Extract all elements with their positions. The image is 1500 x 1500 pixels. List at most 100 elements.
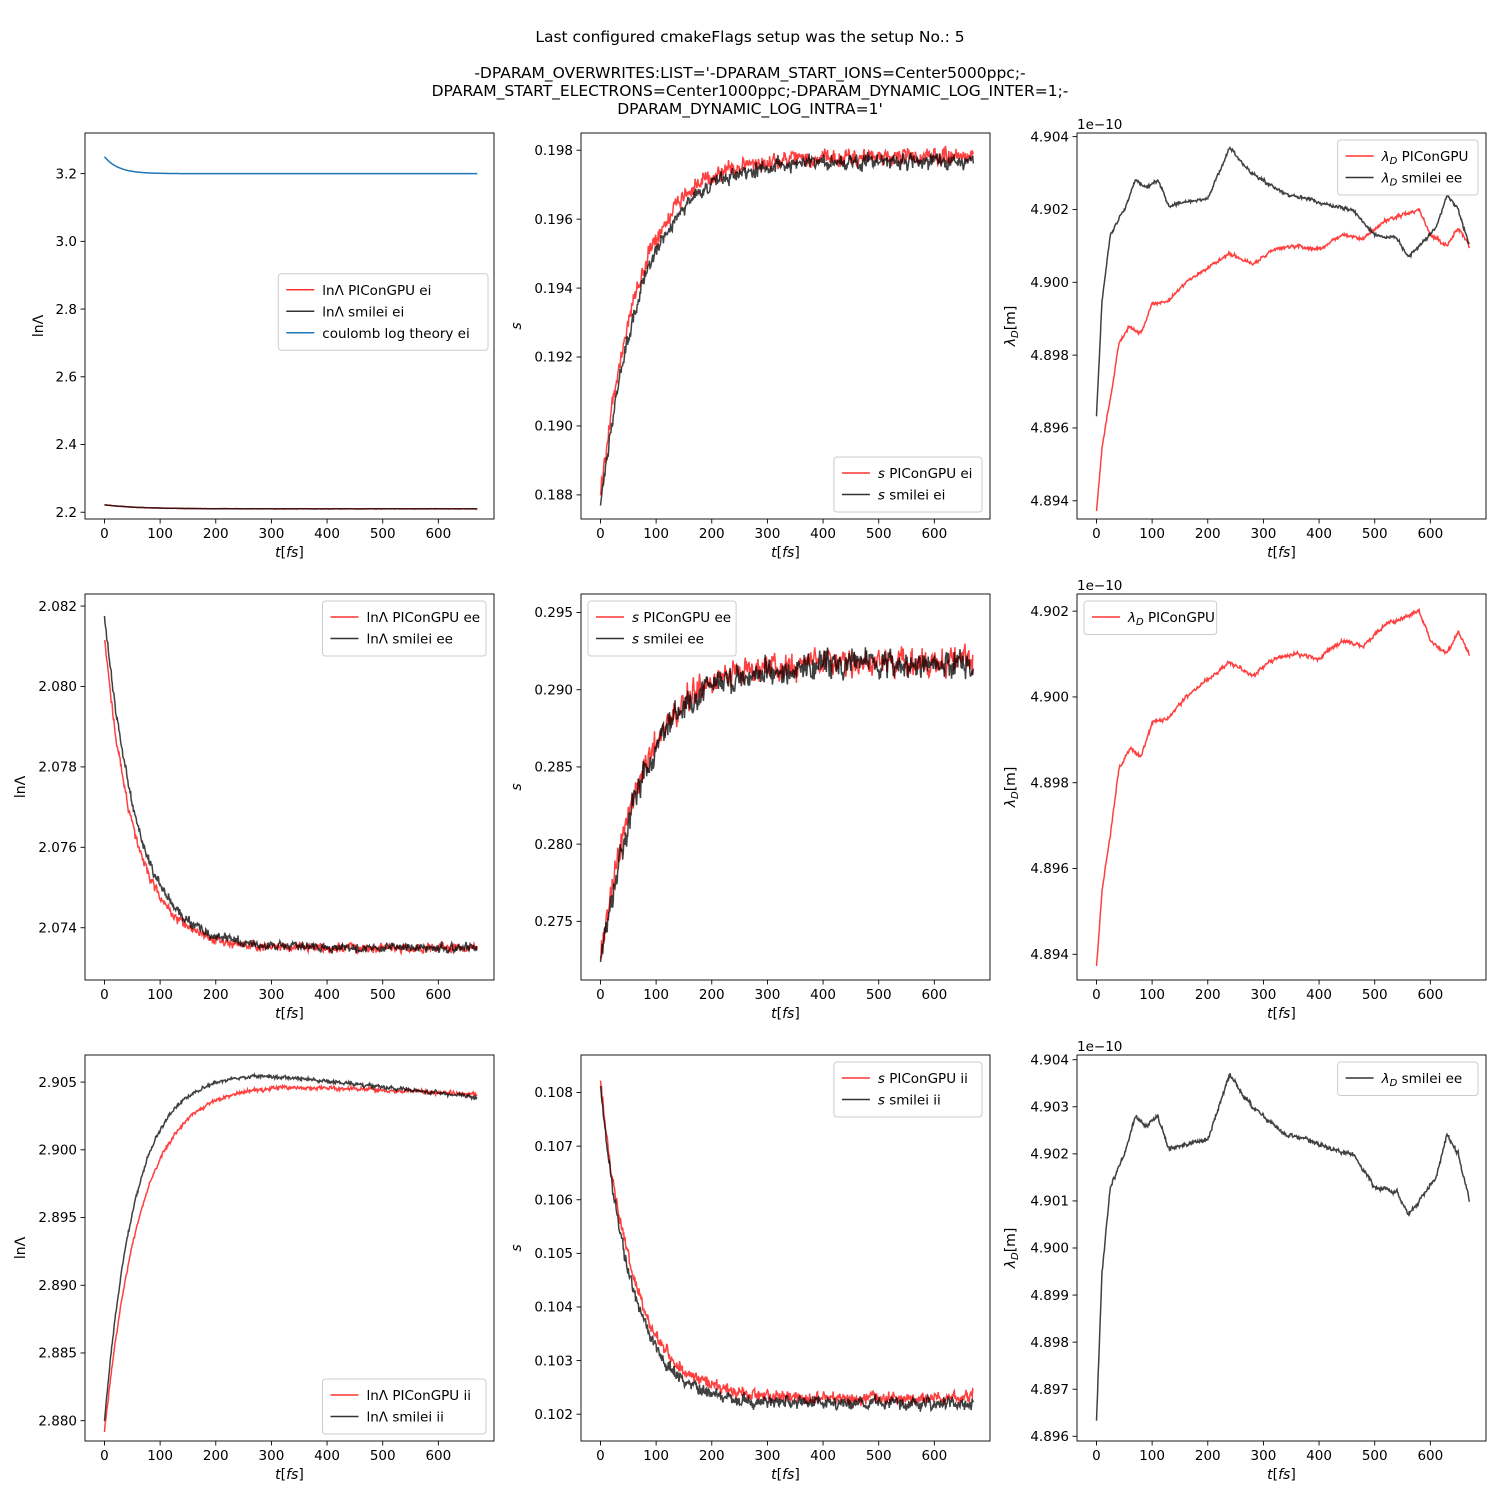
legend-frame — [322, 600, 487, 657]
x-axis-label: t[fs] — [275, 545, 304, 561]
x-tick-label: 400 — [810, 1448, 836, 1464]
svg-text:lnΛ: lnΛ — [13, 775, 29, 798]
series-line-1 — [1095, 207, 1471, 512]
x-tick-label: 500 — [1362, 987, 1388, 1003]
y-tick-label: 0.188 — [534, 488, 573, 504]
series-line-3 — [103, 156, 478, 175]
x-tick-label: 100 — [643, 526, 669, 542]
x-tick-label: 0 — [596, 1448, 605, 1464]
legend-label: s PIConGPU ii — [878, 1071, 968, 1087]
x-tick-label: 300 — [259, 987, 285, 1003]
y-axis-label: s — [509, 322, 525, 329]
x-tick-label: 400 — [314, 526, 340, 542]
x-tick-label: 0 — [596, 987, 605, 1003]
y-tick-label: 2.082 — [38, 599, 77, 615]
y-axis-label: λD[m] — [1003, 1228, 1021, 1270]
series-line-2 — [599, 647, 975, 963]
legend: s PIConGPU ii s smilei ii — [833, 1061, 983, 1118]
y-tick-label: 2.6 — [56, 369, 77, 385]
y-tick-label: 0.102 — [534, 1407, 573, 1423]
series-line-1 — [1095, 1073, 1471, 1421]
svg-text:λD[m]: λD[m] — [1003, 1228, 1021, 1270]
x-tick-label: 600 — [1417, 987, 1443, 1003]
legend: λD PIConGPU — [1083, 600, 1218, 635]
x-axis-label: t[fs] — [1267, 1006, 1296, 1022]
legend: s PIConGPU ee s smilei ee — [587, 600, 737, 657]
y-tick-label: 0.275 — [534, 914, 573, 930]
y-tick-label: 0.107 — [534, 1139, 573, 1155]
svg-text:s: s — [509, 1244, 525, 1251]
x-tick-label: 400 — [810, 526, 836, 542]
y-axis-label: λD[m] — [1003, 767, 1021, 809]
x-tick-label: 300 — [259, 526, 285, 542]
figure-title-line-4: DPARAM_START_ELECTRONS=Center1000ppc;-DP… — [432, 82, 1069, 101]
subplot-4: 0 100 200 300 400 500 600 2.074 2.076 2.078 2.080 2… — [13, 593, 495, 1022]
x-axis-label: t[fs] — [275, 1467, 304, 1483]
figure-title: Last configured cmakeFlags setup was the… — [432, 28, 1069, 119]
y-tick-label: 3.0 — [56, 234, 77, 250]
x-tick-label: 200 — [1195, 1448, 1221, 1464]
y-tick-label: 2.895 — [38, 1210, 77, 1226]
y-axis-label: lnΛ — [31, 314, 47, 337]
x-tick-label: 400 — [1306, 526, 1332, 542]
y-tick-label: 4.902 — [1030, 1147, 1069, 1163]
legend-frame — [833, 456, 983, 513]
y-tick-label: 0.290 — [534, 682, 573, 698]
y-tick-label: 3.2 — [56, 166, 77, 182]
legend-label: lnΛ PIConGPU ii — [367, 1388, 471, 1404]
x-tick-label: 500 — [866, 1448, 892, 1464]
legend: lnΛ PIConGPU ii lnΛ smilei ii — [322, 1378, 487, 1435]
legend-label: λD smilei ee — [1381, 171, 1463, 189]
y-tick-label: 4.902 — [1030, 604, 1069, 620]
y-tick-label: 2.4 — [56, 437, 77, 453]
x-tick-label: 600 — [425, 526, 451, 542]
series-line-2 — [1095, 145, 1470, 417]
x-tick-label: 0 — [596, 526, 605, 542]
y-axis-label: s — [509, 1244, 525, 1251]
y-tick-label: 4.896 — [1030, 1429, 1069, 1445]
plot-frame — [1076, 593, 1487, 981]
x-tick-label: 600 — [425, 987, 451, 1003]
x-tick-label: 0 — [1092, 1448, 1101, 1464]
y-tick-label: 0.106 — [534, 1192, 573, 1208]
x-tick-label: 200 — [203, 987, 229, 1003]
subplot-8: 0 100 200 300 400 500 600 0.102 0.103 0.104 0.105 0… — [509, 1054, 991, 1483]
series-line-2 — [104, 504, 478, 510]
legend-frame — [587, 600, 737, 657]
legend-frame — [322, 1378, 487, 1435]
series-line-1 — [599, 1080, 974, 1407]
x-tick-label: 500 — [370, 1448, 396, 1464]
subplot-1: 0 100 200 300 400 500 600 2.2 2.4 2.6 2.8 3.0 3.2 t[f… — [31, 132, 495, 561]
y-offset-text: 1e−10 — [1077, 117, 1122, 133]
plot-frame — [84, 132, 495, 520]
x-tick-label: 600 — [921, 1448, 947, 1464]
subplot-2: 0 100 200 300 400 500 600 0.188 0.190 0.192 0.194 0… — [509, 132, 991, 561]
series-line-2 — [103, 1072, 478, 1422]
y-tick-label: 4.900 — [1030, 690, 1069, 706]
y-tick-label: 4.898 — [1030, 348, 1069, 364]
legend-label: lnΛ smilei ee — [367, 632, 453, 648]
x-tick-label: 100 — [147, 526, 173, 542]
legend-label: λD PIConGPU — [1127, 610, 1215, 628]
legend-frame — [1337, 1061, 1479, 1096]
y-tick-label: 4.896 — [1030, 421, 1069, 437]
legend-label: s PIConGPU ee — [632, 610, 731, 626]
x-tick-label: 100 — [1139, 1448, 1165, 1464]
x-tick-label: 0 — [100, 526, 109, 542]
legend-label: λD PIConGPU — [1381, 149, 1469, 167]
x-tick-label: 0 — [100, 987, 109, 1003]
y-tick-label: 4.894 — [1030, 493, 1069, 509]
subplot-3: 0 100 200 300 400 500 600 4.894 4.896 4.898 4.900 4… — [1003, 117, 1487, 561]
legend-label: lnΛ PIConGPU ei — [322, 283, 431, 299]
plot-frame — [580, 1054, 991, 1442]
x-axis-label: t[fs] — [1267, 545, 1296, 561]
y-tick-label: 4.896 — [1030, 861, 1069, 877]
x-tick-label: 0 — [100, 1448, 109, 1464]
plot-frame — [580, 593, 991, 981]
y-tick-label: 4.900 — [1030, 275, 1069, 291]
y-axis-label: lnΛ — [13, 775, 29, 798]
y-tick-label: 4.897 — [1030, 1382, 1069, 1398]
x-tick-label: 200 — [699, 1448, 725, 1464]
x-tick-label: 100 — [147, 1448, 173, 1464]
